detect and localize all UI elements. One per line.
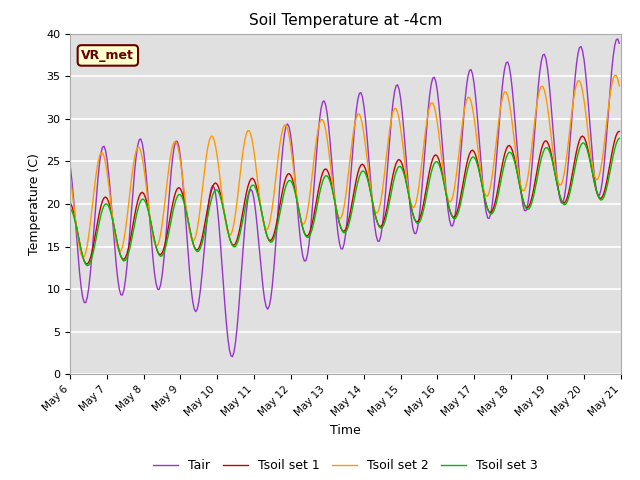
Text: VR_met: VR_met <box>81 49 134 62</box>
Tair <box>232 339 239 345</box>
Tsoil set 1 <box>232 240 239 246</box>
Tsoil set 3 <box>232 243 239 249</box>
Tair <box>586 126 594 132</box>
Tsoil set 1 <box>616 129 623 134</box>
Tsoil set 2 <box>259 217 267 223</box>
X-axis label: Time: Time <box>330 423 361 436</box>
Tsoil set 1 <box>259 216 267 222</box>
Tsoil set 3 <box>308 227 316 233</box>
Tsoil set 2 <box>308 174 316 180</box>
Line: Tair: Tair <box>70 39 620 357</box>
Tsoil set 3 <box>616 135 623 141</box>
Tair <box>250 195 258 201</box>
Tsoil set 1 <box>136 193 143 199</box>
Tsoil set 2 <box>232 211 239 216</box>
Tsoil set 2 <box>67 175 74 181</box>
Tsoil set 3 <box>259 216 267 222</box>
Tair <box>134 143 141 148</box>
Legend: Tair, Tsoil set 1, Tsoil set 2, Tsoil set 3: Tair, Tsoil set 1, Tsoil set 2, Tsoil se… <box>148 454 543 477</box>
Tsoil set 3 <box>67 206 74 212</box>
Tsoil set 2 <box>611 72 618 78</box>
Tsoil set 3 <box>586 159 594 165</box>
Y-axis label: Temperature (C): Temperature (C) <box>28 153 41 255</box>
Tsoil set 1 <box>586 158 594 164</box>
Tsoil set 2 <box>136 144 143 150</box>
Tsoil set 2 <box>616 83 623 89</box>
Tair <box>67 165 74 170</box>
Line: Tsoil set 1: Tsoil set 1 <box>70 132 620 264</box>
Tsoil set 1 <box>308 222 316 228</box>
Tair <box>616 40 623 46</box>
Tsoil set 2 <box>586 148 594 154</box>
Tsoil set 1 <box>250 177 258 182</box>
Tsoil set 2 <box>250 148 258 154</box>
Tair <box>228 354 236 360</box>
Tsoil set 2 <box>79 254 86 260</box>
Tair <box>614 36 621 42</box>
Tair <box>308 210 316 216</box>
Tsoil set 1 <box>83 261 91 267</box>
Line: Tsoil set 2: Tsoil set 2 <box>70 75 620 257</box>
Tair <box>259 285 267 290</box>
Tsoil set 1 <box>67 200 74 206</box>
Tsoil set 3 <box>250 182 258 188</box>
Title: Soil Temperature at -4cm: Soil Temperature at -4cm <box>249 13 442 28</box>
Line: Tsoil set 3: Tsoil set 3 <box>70 138 620 265</box>
Tsoil set 3 <box>136 202 143 207</box>
Tsoil set 3 <box>83 263 91 268</box>
